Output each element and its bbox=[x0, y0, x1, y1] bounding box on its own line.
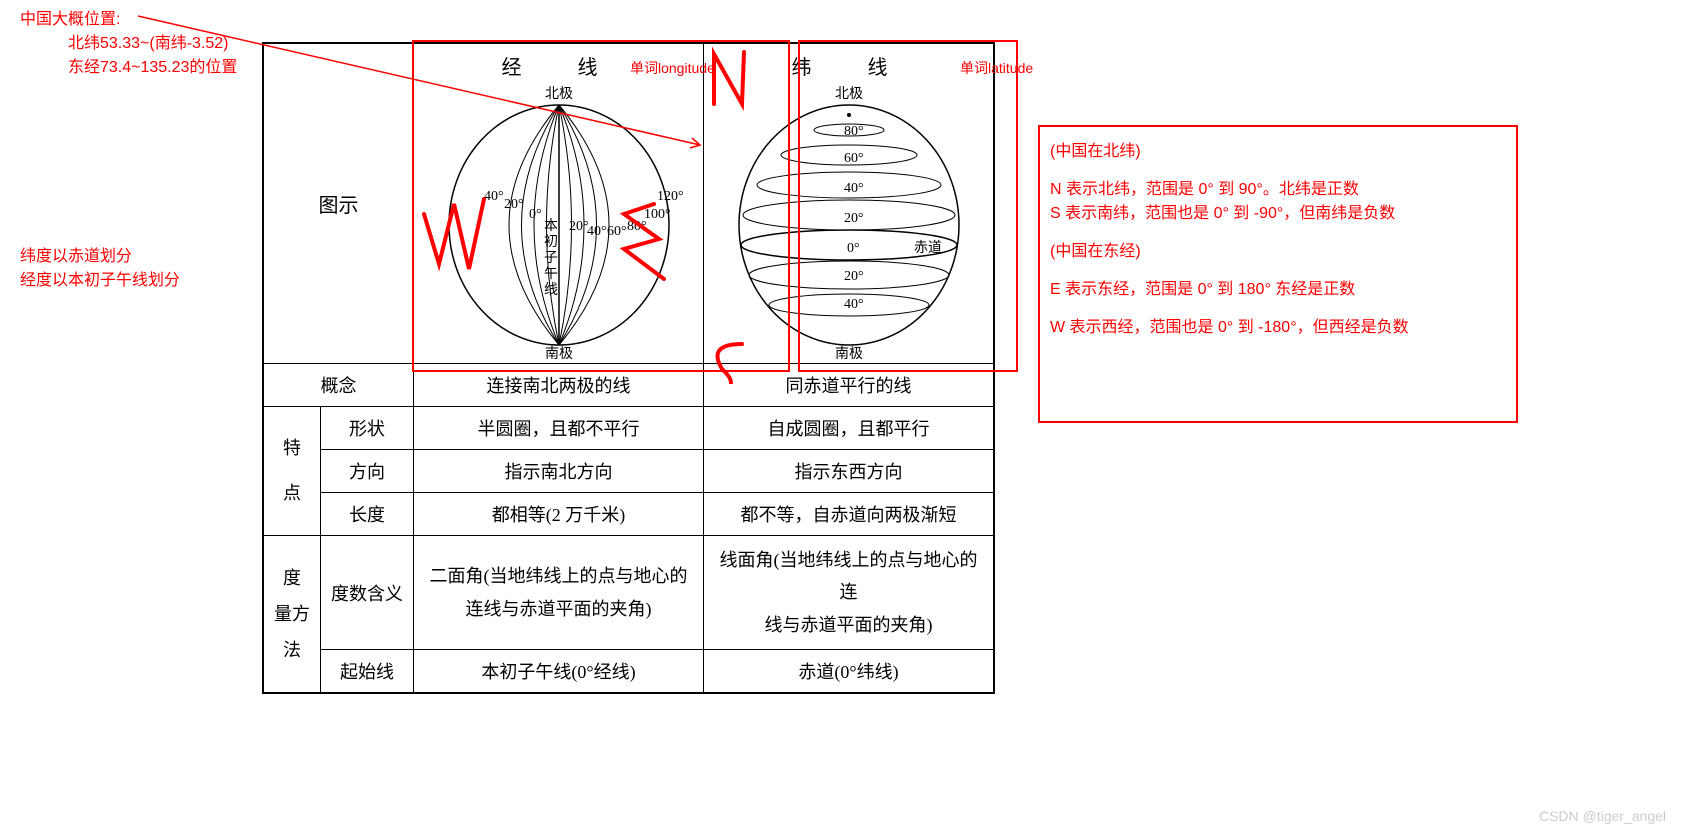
xingzhuang-c2: 自成圆圈，且都平行 bbox=[704, 407, 994, 450]
comparison-table: 图示 经 线 北极 40° 20° 0° 2 bbox=[262, 42, 995, 694]
china-loc-line1: 北纬53.33~(南纬-3.52) bbox=[20, 32, 237, 56]
svg-text:本: 本 bbox=[544, 218, 558, 234]
side-explanation: (中国在北纬) N 表示北纬，范围是 0° 到 90°。北纬是正数 S 表示南纬… bbox=[1050, 140, 1510, 340]
svg-text:线: 线 bbox=[544, 282, 558, 298]
word-latitude-label: 单词latitude bbox=[960, 58, 1033, 78]
side-line3: S 表示南纬，范围也是 0° 到 -90°，但南纬是负数 bbox=[1050, 202, 1510, 226]
side-line1: (中国在北纬) bbox=[1050, 140, 1510, 164]
svg-text:20°: 20° bbox=[844, 269, 864, 284]
latitude-figure-cell: 纬 线 北极 80° 60° 40° 20° 0° 赤道 bbox=[704, 44, 994, 364]
gainian-c2: 同赤道平行的线 bbox=[704, 364, 994, 407]
row-tedian: 特 点 bbox=[264, 407, 321, 536]
xingzhuang-c1: 半圆圈，且都不平行 bbox=[414, 407, 704, 450]
dushu-c2: 线面角(当地纬线上的点与地心的连 线与赤道平面的夹角) bbox=[704, 536, 994, 650]
svg-text:0°: 0° bbox=[529, 207, 542, 222]
dushu-c1: 二面角(当地纬线上的点与地心的 连线与赤道平面的夹角) bbox=[414, 536, 704, 650]
division-line2: 经度以本初子午线划分 bbox=[20, 269, 180, 293]
header-latitude: 纬 线 bbox=[704, 47, 993, 80]
row-gainian: 概念 bbox=[264, 364, 414, 407]
gainian-c1: 连接南北两极的线 bbox=[414, 364, 704, 407]
svg-text:南极: 南极 bbox=[835, 346, 863, 360]
row-xingzhuang: 形状 bbox=[321, 407, 414, 450]
china-loc-line2: 东经73.4~135.23的位置 bbox=[20, 56, 237, 80]
svg-text:80°: 80° bbox=[844, 124, 864, 139]
north-pole-label: 北极 bbox=[545, 86, 573, 102]
svg-text:60°: 60° bbox=[607, 224, 627, 239]
svg-text:100°: 100° bbox=[644, 207, 671, 222]
svg-text:20°: 20° bbox=[569, 219, 589, 234]
changdu-c2: 都不等，自赤道向两极渐短 bbox=[704, 493, 994, 536]
latitude-globe: 北极 80° 60° 40° 20° 0° 赤道 20° 40° bbox=[719, 80, 979, 360]
svg-text:0°: 0° bbox=[847, 241, 860, 256]
division-annotation: 纬度以赤道划分 经度以本初子午线划分 bbox=[20, 245, 180, 293]
geo-table: 图示 经 线 北极 40° 20° 0° 2 bbox=[263, 43, 994, 693]
china-location-annotation: 中国大概位置: 北纬53.33~(南纬-3.52) 东经73.4~135.23的… bbox=[20, 8, 237, 80]
svg-text:午: 午 bbox=[544, 266, 558, 282]
svg-text:赤道: 赤道 bbox=[914, 240, 942, 256]
fangxiang-c2: 指示东西方向 bbox=[704, 450, 994, 493]
row-duliang: 度 量方 法 bbox=[264, 536, 321, 693]
row-qishi: 起始线 bbox=[321, 650, 414, 693]
svg-text:北极: 北极 bbox=[835, 86, 863, 102]
fangxiang-c1: 指示南北方向 bbox=[414, 450, 704, 493]
side-line4: (中国在东经) bbox=[1050, 240, 1510, 264]
svg-text:20°: 20° bbox=[844, 211, 864, 226]
svg-text:初: 初 bbox=[544, 233, 558, 250]
svg-text:40°: 40° bbox=[844, 297, 864, 312]
longitude-globe: 北极 40° 20° 0° 20° 40° 60° 80° bbox=[429, 80, 689, 360]
svg-text:40°: 40° bbox=[587, 224, 607, 239]
division-line1: 纬度以赤道划分 bbox=[20, 245, 180, 269]
side-line6: W 表示西经，范围也是 0° 到 -180°，但西经是负数 bbox=[1050, 316, 1510, 340]
svg-text:40°: 40° bbox=[844, 181, 864, 196]
svg-text:40°: 40° bbox=[484, 189, 504, 204]
word-longitude-label: 单词longitude bbox=[630, 58, 715, 78]
qishi-c2: 赤道(0°纬线) bbox=[704, 650, 994, 693]
row-dushu: 度数含义 bbox=[321, 536, 414, 650]
svg-text:60°: 60° bbox=[844, 151, 864, 166]
qishi-c1: 本初子午线(0°经线) bbox=[414, 650, 704, 693]
side-line2: N 表示北纬，范围是 0° 到 90°。北纬是正数 bbox=[1050, 178, 1510, 202]
svg-text:120°: 120° bbox=[657, 189, 684, 204]
row-header-tushi: 图示 bbox=[264, 44, 414, 364]
row-changdu: 长度 bbox=[321, 493, 414, 536]
longitude-figure-cell: 经 线 北极 40° 20° 0° 20° 40° bbox=[414, 44, 704, 364]
south-pole-label: 南极 bbox=[545, 346, 573, 360]
china-loc-title: 中国大概位置: bbox=[20, 8, 237, 32]
svg-text:20°: 20° bbox=[504, 197, 524, 212]
row-fangxiang: 方向 bbox=[321, 450, 414, 493]
side-line5: E 表示东经，范围是 0° 到 180° 东经是正数 bbox=[1050, 278, 1510, 302]
svg-text:子: 子 bbox=[544, 250, 558, 266]
changdu-c1: 都相等(2 万千米) bbox=[414, 493, 704, 536]
watermark: CSDN @tiger_angel bbox=[1539, 808, 1666, 824]
